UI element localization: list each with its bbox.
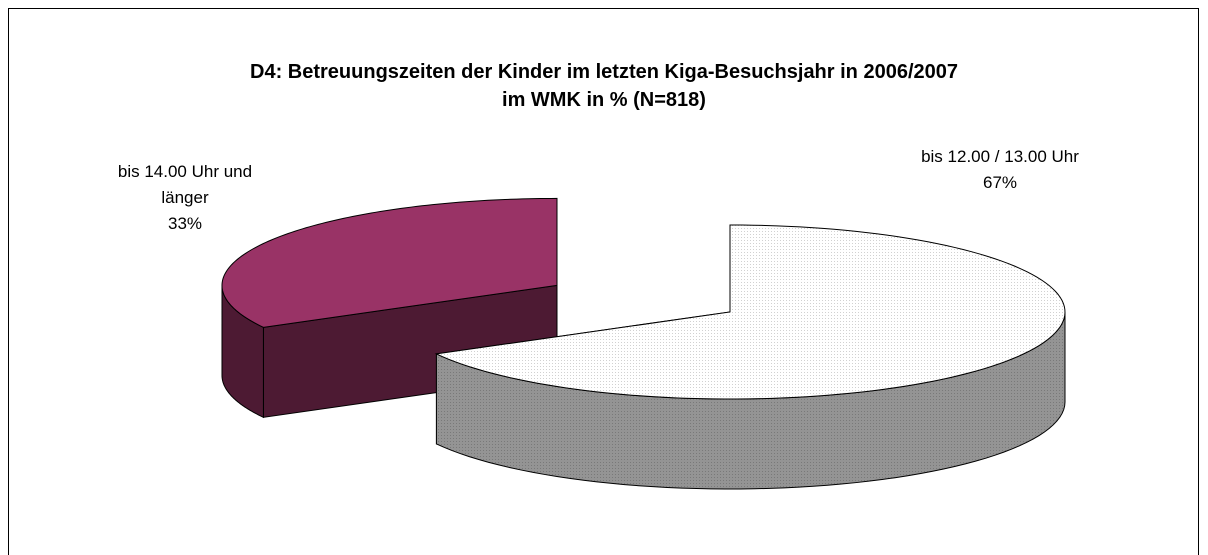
slice — [434, 224, 1066, 490]
category-label: bis 14.00 Uhr und länger — [117, 162, 253, 207]
value-label: 33% — [167, 214, 203, 233]
value-label: 67% — [982, 173, 1018, 192]
chart-title: D4: Betreuungszeiten der Kinder im letzt… — [250, 61, 958, 111]
slice-side-texture — [436, 312, 1065, 489]
slice-top-texture — [436, 225, 1065, 399]
chart-frame — [8, 8, 1199, 555]
category-label: bis 12.00 / 13.00 Uhr — [921, 147, 1079, 166]
slice-top — [221, 197, 558, 328]
